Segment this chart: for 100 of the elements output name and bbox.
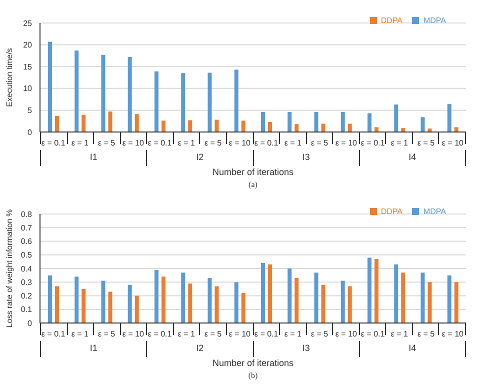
bar <box>401 272 406 323</box>
x-tick-label: ε = 10 <box>228 138 252 148</box>
bar <box>54 286 59 323</box>
y-axis-title: Execution time/s <box>4 48 14 107</box>
y-tick-label: 0.3 <box>20 278 33 287</box>
x-tick-label: ε = 5 <box>417 330 436 339</box>
bar <box>161 120 166 132</box>
bar <box>128 284 132 323</box>
bar <box>367 113 372 132</box>
bar <box>48 42 52 132</box>
legend-label: DDPA <box>380 207 402 216</box>
text: (a) <box>248 179 258 191</box>
y-axis-title: Loss rate of weight information % <box>4 209 14 328</box>
bar <box>447 275 452 323</box>
text: I1 <box>40 341 146 357</box>
bar <box>454 282 458 323</box>
bar <box>348 286 352 323</box>
x-axis-title: Number of iterations <box>211 357 295 370</box>
bar <box>374 127 378 132</box>
x-tick-label: ε = 5 <box>98 330 116 339</box>
y-tick-label: 0 <box>28 318 33 328</box>
bar <box>208 72 212 132</box>
x-tick-label: ε = 1 <box>71 138 90 148</box>
bar <box>367 258 372 323</box>
y-tick-label: 5 <box>28 106 33 116</box>
bar <box>374 258 378 323</box>
bar <box>394 104 398 132</box>
x-tick-label: ε = 0.1 <box>148 330 172 339</box>
x-tick-label: ε = 5 <box>310 138 329 148</box>
bar <box>54 116 59 132</box>
x-tick-label: ε = 1 <box>390 330 409 339</box>
x-tick-label: ε = 0.1 <box>254 138 279 148</box>
bar <box>241 293 246 323</box>
y-tick-label: 25 <box>23 18 33 28</box>
y-tick-label: 0.8 <box>20 210 33 219</box>
bar <box>74 50 79 132</box>
y-tick-label: 0 <box>28 128 33 137</box>
bar <box>154 71 158 132</box>
bar <box>134 114 139 132</box>
bar <box>101 54 106 132</box>
x-tick-label: ε = 5 <box>310 330 329 339</box>
x-tick-label: ε = 0.1 <box>41 330 66 339</box>
x-tick-label: ε = 10 <box>442 330 464 339</box>
bar <box>134 296 139 323</box>
bar <box>234 70 238 132</box>
bar <box>181 73 186 132</box>
bar <box>188 283 192 323</box>
x-tick-label: ε = 5 <box>98 138 116 148</box>
x-tick-label: ε = 10 <box>335 138 358 148</box>
y-tick-label: 20 <box>23 40 33 50</box>
x-tick-label: ε = 1 <box>390 138 409 148</box>
bar <box>340 280 345 323</box>
legend-label: DDPA <box>380 16 402 25</box>
text: I2 <box>146 150 252 166</box>
x-tick-label: ε = 10 <box>442 138 464 148</box>
x-tick-label: ε = 0.1 <box>360 138 386 148</box>
x-tick-label: ε = 5 <box>204 138 222 148</box>
y-tick-label: 0.2 <box>20 292 33 301</box>
x-tick-label: ε = 1 <box>178 330 196 339</box>
x-tick-label: ε = 10 <box>228 330 252 339</box>
text: (b) <box>247 370 259 382</box>
bar <box>314 272 318 323</box>
bar <box>161 276 166 323</box>
bar <box>48 275 52 323</box>
bar <box>214 286 219 323</box>
bar <box>321 124 326 132</box>
y-tick-label: 0.4 <box>20 264 33 274</box>
bar <box>348 124 352 132</box>
text: I2 <box>146 341 252 357</box>
y-tick-label: 0.6 <box>20 237 33 246</box>
bar <box>214 120 219 132</box>
bar <box>154 270 158 323</box>
text: I4 <box>358 150 466 166</box>
x-tick-label: ε = 0.1 <box>148 138 172 148</box>
bar <box>234 282 238 323</box>
y-tick-label: 15 <box>23 62 33 72</box>
bar <box>181 272 186 323</box>
legend-label: MDPA <box>423 16 446 25</box>
x-tick-label: ε = 1 <box>284 138 302 148</box>
x-tick-label: ε = 10 <box>122 330 145 339</box>
bar <box>394 264 398 323</box>
bar <box>260 263 265 323</box>
y-tick-label: 0.5 <box>20 250 33 260</box>
x-axis-title: Number of iterations <box>211 166 295 179</box>
bar <box>74 276 79 323</box>
bar <box>108 112 112 132</box>
legend-label: MDPA <box>423 207 446 216</box>
bar <box>340 112 345 132</box>
bar <box>420 117 425 132</box>
x-tick-label: ε = 0.1 <box>360 330 386 339</box>
x-tick-label: ε = 5 <box>417 138 436 148</box>
bar <box>447 104 452 132</box>
text: I3 <box>252 341 359 357</box>
x-tick-label: ε = 0.1 <box>254 330 279 339</box>
y-tick-label: 0.1 <box>20 305 33 314</box>
bar <box>454 127 458 132</box>
x-tick-label: ε = 5 <box>204 330 222 339</box>
x-tick-label: ε = 0.1 <box>41 138 66 148</box>
text: I4 <box>358 341 466 357</box>
x-tick-label: ε = 1 <box>71 330 90 339</box>
